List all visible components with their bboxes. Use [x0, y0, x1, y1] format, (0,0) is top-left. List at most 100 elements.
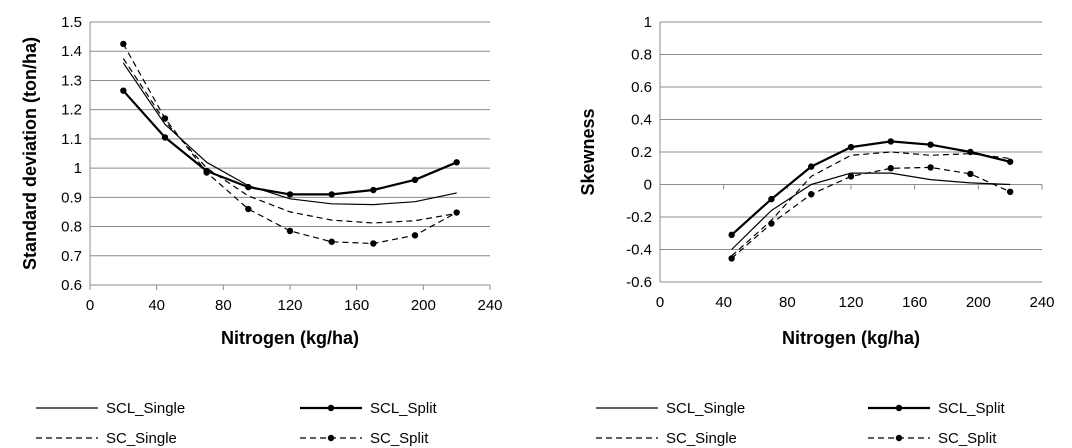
x-tick-label: 200: [966, 294, 991, 311]
data-point: [245, 183, 252, 191]
x-axis-title: Nitrogen (kg/ha): [221, 328, 359, 348]
y-tick-label: 0.6: [631, 79, 652, 96]
data-point: [161, 115, 169, 122]
data-point: [286, 191, 294, 198]
chart-2: -0.6 -0.4 -0.2 0 0.2 0.4 0.6 0.8 1 0 40 80 120 160 200…: [578, 14, 1055, 447]
legend-label: SCL_Single: [666, 400, 745, 417]
y-tick-label: 0.9: [61, 189, 82, 206]
data-point: [328, 238, 335, 245]
y-tick-label: 1.3: [61, 72, 82, 89]
data-point: [887, 165, 894, 172]
legend: SCL_Single SCL_Split SC_Single SC_Split: [36, 400, 438, 447]
series-SCL_Split: [728, 138, 1014, 239]
series-SC_Single: [731, 151, 1011, 257]
data-point: [887, 138, 894, 145]
y-tick-label: 1: [74, 160, 82, 177]
y-tick-label: 1: [644, 14, 652, 31]
x-tick-label: 240: [477, 297, 502, 314]
series-SCL_Split: [120, 87, 460, 198]
y-tick-label: 0.8: [631, 47, 652, 64]
legend-item: SCL_Split: [300, 400, 438, 417]
data-point: [411, 176, 419, 183]
data-point: [370, 240, 377, 247]
data-point: [245, 205, 252, 213]
data-point: [847, 143, 855, 151]
y-tick-label: 1.5: [61, 14, 82, 31]
legend-item: SCL_Split: [868, 400, 1006, 417]
y-tick-label: 0.8: [61, 219, 82, 236]
x-axis-title: Nitrogen (kg/ha): [782, 328, 920, 348]
data-point: [1006, 158, 1014, 165]
x-tick-label: 40: [715, 294, 732, 311]
x-tick-label: 80: [215, 297, 232, 314]
data-point: [728, 255, 735, 262]
series-line: [122, 62, 457, 206]
data-point: [370, 186, 377, 194]
x-tick-label: 200: [411, 297, 436, 314]
legend-item: SC_Single: [36, 430, 177, 447]
series-SCL_Single: [122, 62, 457, 206]
legend-item: SC_Single: [596, 430, 737, 447]
y-tick-label: 1.4: [61, 43, 82, 60]
legend-item: SCL_Single: [596, 400, 745, 417]
x-tick-label: 240: [1029, 294, 1054, 311]
y-axis-title: Standard deviation (ton/ha): [20, 37, 40, 270]
legend-item: SCL_Single: [36, 400, 185, 417]
x-tick-label: 80: [779, 294, 796, 311]
data-point: [453, 209, 460, 216]
legend-marker: [327, 434, 335, 442]
data-point: [411, 232, 419, 239]
y-tick-label: -0.2: [626, 209, 652, 226]
legend-label: SCL_Single: [106, 400, 185, 417]
data-point: [453, 159, 460, 166]
x-tick-label: 160: [902, 294, 927, 311]
series-line: [730, 140, 1011, 236]
data-point: [927, 164, 934, 171]
data-point: [286, 227, 294, 235]
legend-item: SC_Split: [868, 430, 997, 447]
data-point: [120, 40, 127, 48]
data-point: [203, 169, 210, 176]
x-tick-label: 120: [277, 297, 302, 314]
data-point: [847, 173, 855, 180]
y-tick-label: 0.2: [631, 144, 652, 161]
y-tick-label: -0.6: [626, 274, 652, 291]
legend: SCL_Single SCL_Split SC_Single SC_Split: [596, 400, 1006, 447]
y-tick-label: 1.1: [61, 131, 82, 148]
y-tick-label: 0.7: [61, 248, 82, 265]
legend-label: SC_Single: [666, 430, 737, 447]
data-point: [120, 87, 127, 94]
y-tick-label: 1.2: [61, 102, 82, 119]
chart-1: 0.6 0.7 0.8 0.9 1 1.1 1.2 1.3 1.4 1.5 0 40 80 120 160 2…: [20, 14, 503, 447]
legend-label: SC_Split: [938, 430, 997, 447]
legend-label: SC_Single: [106, 430, 177, 447]
data-point: [328, 191, 335, 198]
series-line: [731, 151, 1011, 257]
data-point: [768, 195, 775, 203]
series-line: [122, 58, 457, 224]
legend-marker: [895, 434, 903, 442]
series-line: [731, 166, 1011, 259]
y-tick-label: 0.4: [631, 112, 652, 129]
data-point: [967, 170, 974, 178]
legend-label: SCL_Split: [370, 400, 438, 417]
series-line: [122, 89, 458, 196]
y-tick-label: 0: [644, 177, 652, 194]
series-line: [731, 172, 1011, 250]
data-point: [808, 191, 815, 198]
y-tick-label: 0.6: [61, 277, 82, 294]
legend-marker: [895, 404, 903, 412]
data-point: [728, 231, 735, 239]
x-tick-label: 160: [344, 297, 369, 314]
legend-label: SCL_Split: [938, 400, 1006, 417]
y-axis-title: Skewness: [578, 108, 598, 195]
x-tick-label: 0: [656, 294, 664, 311]
legend-item: SC_Split: [300, 430, 429, 447]
data-point: [768, 220, 775, 227]
data-point: [161, 134, 169, 141]
legend-marker: [327, 404, 335, 412]
series-SCL_Single: [731, 172, 1011, 250]
legend-label: SC_Split: [370, 430, 429, 447]
